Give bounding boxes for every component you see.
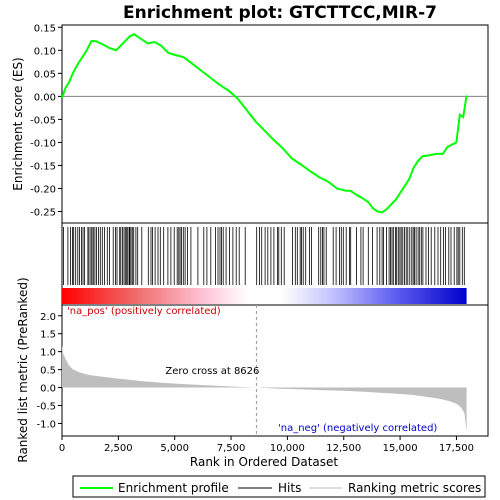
rank-y-tick-label: 1.5 [40, 330, 56, 341]
rank-y-tick-label: 1.0 [40, 348, 56, 359]
ranking-panel: 2.0 1.5 1.0 0.5 0.0 -0.5 -1.0 0 2,500 5,000 7,500… [16, 277, 488, 469]
es-panel-frame [62, 25, 488, 223]
rank-x-tick-label: 5,000 [160, 443, 189, 454]
rank-x-tick-label: 2,500 [104, 443, 133, 454]
rank-x-tick-label: 10,000 [270, 443, 305, 454]
chart-title: Enrichment plot: GTCTTCC,MIR-7 [123, 3, 437, 23]
rank-y-tick-label: 0.0 [40, 384, 56, 395]
rank-x-tick-label: 0 [59, 443, 65, 454]
zero-cross-label: Zero cross at 8626 [165, 366, 259, 377]
legend-ranking-label: Ranking metric scores [348, 481, 481, 495]
legend-enrichment-label: Enrichment profile [118, 481, 229, 495]
legend-hits-label: Hits [278, 481, 301, 495]
na-pos-label: 'na_pos' (positively correlated) [67, 306, 221, 317]
rank-y-tick-label: -1.0 [36, 419, 56, 430]
es-y-tick-label: -0.25 [30, 207, 56, 218]
rank-color-bar [62, 288, 467, 304]
es-y-tick-label: 0.10 [34, 46, 56, 57]
rank-y-tick-label: 2.0 [40, 312, 56, 323]
es-y-tick-label: 0.15 [34, 23, 56, 34]
rank-y-axis: 2.0 1.5 1.0 0.5 0.0 -0.5 -1.0 [36, 312, 62, 431]
na-neg-label: 'na_neg' (negatively correlated) [278, 423, 437, 434]
es-panel: 0.15 0.10 0.05 0.00 -0.05 -0.10 -0.15 -0.20 -0.2… [11, 23, 488, 223]
es-y-tick-label: 0.05 [34, 69, 56, 80]
ranking-panel-frame [62, 305, 488, 436]
rank-x-label: Rank in Ordered Dataset [190, 455, 338, 469]
es-y-tick-label: -0.15 [30, 161, 56, 172]
rank-x-tick-label: 12,500 [326, 443, 361, 454]
rank-x-tick-label: 15,000 [383, 443, 418, 454]
rank-y-tick-label: -0.5 [36, 401, 56, 412]
rank-x-tick-label: 17,500 [439, 443, 474, 454]
es-y-label: Enrichment score (ES) [11, 57, 25, 190]
rank-x-tick-label: 7,500 [217, 443, 246, 454]
rank-x-axis: 0 2,500 5,000 7,500 10,000 12,500 15,000 17,500 [59, 436, 474, 454]
es-y-tick-label: 0.00 [34, 92, 56, 103]
legend: Enrichment profile Hits Ranking metric s… [73, 476, 485, 497]
es-y-axis: 0.15 0.10 0.05 0.00 -0.05 -0.10 -0.15 -0.20 -0.2… [30, 23, 62, 218]
hits-panel [62, 223, 488, 305]
es-y-tick-label: -0.10 [30, 138, 56, 149]
es-y-tick-label: -0.05 [30, 115, 56, 126]
es-y-tick-label: -0.20 [30, 184, 56, 195]
rank-y-tick-label: 0.5 [40, 366, 56, 377]
rank-y-label: Ranked list metric (PreRanked) [16, 277, 30, 462]
